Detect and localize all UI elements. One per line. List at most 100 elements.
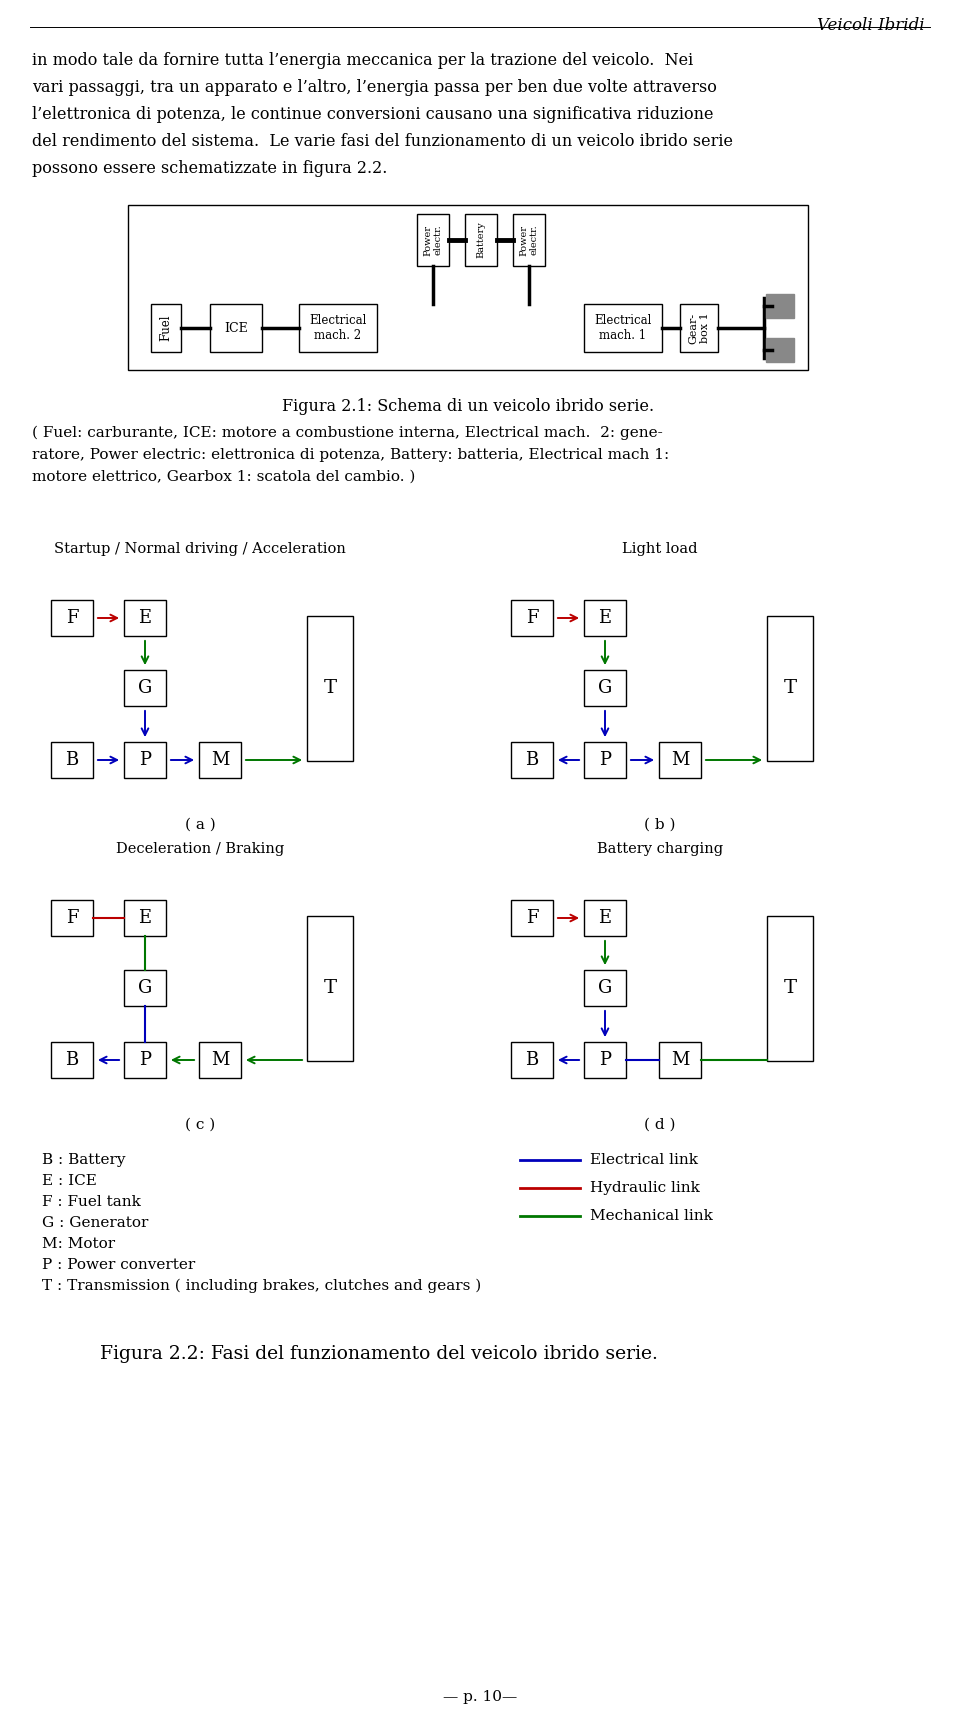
Bar — [511, 599, 553, 635]
Text: vari passaggi, tra un apparato e l’altro, l’energia passa per ben due volte attr: vari passaggi, tra un apparato e l’altro… — [32, 79, 717, 96]
Text: E : ICE: E : ICE — [42, 1174, 97, 1188]
Text: Veicoli Ibridi: Veicoli Ibridi — [817, 17, 925, 34]
Text: Electrical
mach. 1: Electrical mach. 1 — [594, 314, 652, 342]
Text: E: E — [138, 610, 152, 627]
Text: G: G — [138, 678, 152, 697]
Text: Battery charging: Battery charging — [597, 841, 723, 857]
Text: Electrical
mach. 2: Electrical mach. 2 — [309, 314, 367, 342]
Bar — [124, 599, 166, 635]
Bar — [659, 1042, 701, 1078]
Text: Battery: Battery — [476, 221, 486, 258]
Bar — [307, 615, 353, 761]
Bar — [465, 215, 497, 266]
Text: Deceleration / Braking: Deceleration / Braking — [116, 841, 284, 857]
Text: T : Transmission ( including brakes, clutches and gears ): T : Transmission ( including brakes, clu… — [42, 1279, 481, 1293]
Bar — [124, 1042, 166, 1078]
Bar — [51, 599, 93, 635]
Bar — [511, 1042, 553, 1078]
Text: T: T — [783, 678, 797, 697]
Bar — [680, 304, 718, 352]
Text: Power
electr.: Power electr. — [519, 225, 539, 256]
Text: M: M — [211, 750, 229, 769]
Text: E: E — [138, 908, 152, 927]
Text: T: T — [324, 979, 337, 998]
Bar — [513, 215, 545, 266]
Text: Startup / Normal driving / Acceleration: Startup / Normal driving / Acceleration — [54, 543, 346, 556]
Bar — [151, 304, 181, 352]
Text: ( Fuel: carburante, ICE: motore a combustione interna, Electrical mach.  2: gene: ( Fuel: carburante, ICE: motore a combus… — [32, 426, 662, 440]
Text: E: E — [598, 610, 612, 627]
Bar — [51, 1042, 93, 1078]
Text: Fuel: Fuel — [159, 314, 173, 342]
Text: Hydraulic link: Hydraulic link — [590, 1181, 700, 1195]
Text: ( c ): ( c ) — [185, 1118, 215, 1132]
Text: T: T — [324, 678, 337, 697]
Text: Gear-
box 1: Gear- box 1 — [688, 312, 709, 343]
Bar — [584, 304, 662, 352]
Bar — [124, 670, 166, 706]
Text: G: G — [598, 678, 612, 697]
Text: l’elettronica di potenza, le continue conversioni causano una significativa ridu: l’elettronica di potenza, le continue co… — [32, 106, 713, 124]
Text: P: P — [139, 1051, 151, 1070]
Text: P: P — [599, 1051, 611, 1070]
Text: ( b ): ( b ) — [644, 817, 676, 833]
Bar — [766, 338, 794, 362]
Text: F: F — [526, 610, 539, 627]
Bar — [124, 742, 166, 778]
Text: Power
electr.: Power electr. — [423, 225, 443, 256]
Text: P: P — [139, 750, 151, 769]
Text: del rendimento del sistema.  Le varie fasi del funzionamento di un veicolo ibrid: del rendimento del sistema. Le varie fas… — [32, 132, 733, 149]
Bar — [511, 742, 553, 778]
Text: ( d ): ( d ) — [644, 1118, 676, 1132]
Bar — [584, 970, 626, 1006]
Text: F: F — [526, 908, 539, 927]
Bar — [199, 742, 241, 778]
Bar — [767, 615, 813, 761]
Text: B: B — [525, 1051, 539, 1070]
Text: P : Power converter: P : Power converter — [42, 1259, 195, 1272]
Text: ( a ): ( a ) — [184, 817, 215, 833]
Text: Electrical link: Electrical link — [590, 1154, 698, 1168]
Text: G: G — [598, 979, 612, 998]
Text: B: B — [65, 1051, 79, 1070]
Text: — p. 10—: — p. 10— — [443, 1690, 517, 1703]
Bar — [307, 915, 353, 1061]
Text: motore elettrico, Gearbox 1: scatola del cambio. ): motore elettrico, Gearbox 1: scatola del… — [32, 470, 416, 484]
Text: possono essere schematizzate in figura 2.2.: possono essere schematizzate in figura 2… — [32, 160, 388, 177]
Text: M: M — [211, 1051, 229, 1070]
Text: Figura 2.2: Fasi del funzionamento del veicolo ibrido serie.: Figura 2.2: Fasi del funzionamento del v… — [100, 1344, 658, 1363]
Text: M: M — [671, 1051, 689, 1070]
Bar — [584, 670, 626, 706]
Bar — [511, 900, 553, 936]
Bar — [124, 970, 166, 1006]
Text: Light load: Light load — [622, 543, 698, 556]
Text: ICE: ICE — [224, 321, 248, 335]
Bar — [199, 1042, 241, 1078]
Bar — [51, 742, 93, 778]
Bar — [299, 304, 377, 352]
Text: ratore, Power electric: elettronica di potenza, Battery: batteria, Electrical ma: ratore, Power electric: elettronica di p… — [32, 448, 669, 462]
Text: B : Battery: B : Battery — [42, 1154, 126, 1168]
Text: G: G — [138, 979, 152, 998]
Text: M: Motor: M: Motor — [42, 1236, 115, 1252]
Text: G : Generator: G : Generator — [42, 1216, 149, 1229]
Bar — [417, 215, 449, 266]
Text: F: F — [65, 908, 79, 927]
Text: Mechanical link: Mechanical link — [590, 1209, 713, 1223]
Text: F : Fuel tank: F : Fuel tank — [42, 1195, 141, 1209]
Text: in modo tale da fornire tutta l’energia meccanica per la trazione del veicolo.  : in modo tale da fornire tutta l’energia … — [32, 52, 693, 69]
Text: M: M — [671, 750, 689, 769]
Bar — [51, 900, 93, 936]
Bar — [659, 742, 701, 778]
Text: T: T — [783, 979, 797, 998]
Bar — [128, 204, 808, 369]
Bar — [124, 900, 166, 936]
Bar — [584, 1042, 626, 1078]
Bar — [584, 599, 626, 635]
Bar — [210, 304, 262, 352]
Bar — [767, 915, 813, 1061]
Bar — [584, 900, 626, 936]
Text: E: E — [598, 908, 612, 927]
Text: F: F — [65, 610, 79, 627]
Bar — [766, 294, 794, 318]
